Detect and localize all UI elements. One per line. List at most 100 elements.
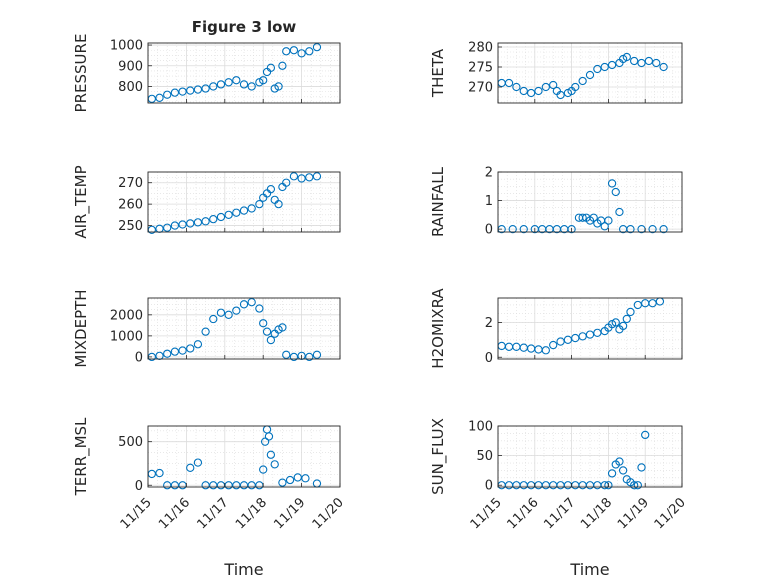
- data-point: [224, 210, 233, 220]
- data-point: [260, 437, 270, 446]
- data-point: [604, 481, 613, 490]
- x-tick-label: 11/20: [310, 495, 347, 532]
- y-tick-label: 1000: [110, 39, 143, 54]
- data-point: [216, 308, 226, 317]
- data-point: [232, 306, 241, 315]
- data-point: [626, 307, 635, 317]
- data-point: [170, 347, 180, 356]
- data-point: [312, 350, 322, 359]
- panel-rainfall: 0 1 2 RAINFALL: [429, 166, 683, 238]
- data-point: [186, 463, 195, 472]
- data-point: [193, 340, 203, 349]
- x-tick-label: 11/20: [652, 495, 689, 532]
- data-point: [201, 327, 210, 336]
- data-point: [549, 340, 558, 350]
- x-tick-label: 11/17: [195, 495, 232, 532]
- data-point: [155, 93, 164, 102]
- data-point: [541, 346, 550, 355]
- panel-mixdepth: 0 1000 2000 MIXDEPTH: [72, 289, 341, 368]
- data-point: [504, 78, 514, 88]
- data-point: [239, 300, 249, 309]
- y-tick-label: 0: [485, 223, 493, 238]
- data-point: [201, 84, 210, 93]
- x-tick-label: 11/19: [615, 495, 652, 532]
- data-point: [224, 310, 233, 319]
- data-point: [618, 321, 628, 331]
- data-point: [644, 56, 654, 66]
- x-axis-label: Time: [569, 560, 609, 579]
- data-point: [571, 82, 580, 92]
- y-tick-label: 500: [118, 435, 143, 450]
- y-tick-label: 900: [118, 59, 143, 74]
- x-tick-label: 11/17: [541, 495, 578, 532]
- data-point: [163, 223, 172, 232]
- data-point: [305, 47, 314, 56]
- data-point: [578, 213, 587, 222]
- x-tick-label: 11/18: [233, 495, 270, 532]
- data-point: [255, 304, 264, 313]
- data-point: [508, 224, 517, 234]
- y-tick-label: 280: [468, 41, 493, 56]
- data-point: [519, 86, 528, 96]
- data-point: [216, 80, 226, 89]
- data-point: [266, 63, 276, 72]
- x-tick-label: 11/19: [271, 495, 308, 532]
- figure-title: Figure 3 low: [192, 18, 297, 36]
- data-point: [289, 172, 299, 181]
- data-point: [274, 82, 283, 91]
- data-point: [297, 174, 306, 183]
- data-point: [289, 352, 299, 362]
- data-point: [607, 60, 617, 70]
- data-point: [266, 450, 276, 459]
- data-point: [193, 218, 203, 227]
- data-point: [239, 206, 249, 215]
- y-axis-label: TERR_MSL: [72, 417, 91, 496]
- data-point: [652, 58, 661, 68]
- data-point: [247, 204, 256, 213]
- x-tick-label: 11/15: [468, 495, 505, 532]
- data-point: [155, 468, 164, 478]
- data-point: [622, 52, 631, 62]
- data-point: [593, 64, 602, 74]
- y-tick-label: 260: [118, 198, 143, 213]
- data-point: [178, 87, 187, 96]
- data-point: [289, 46, 299, 55]
- data-point: [282, 178, 291, 187]
- data-point: [232, 76, 241, 85]
- axes-frame: [147, 297, 341, 360]
- data-point: [297, 49, 306, 58]
- data-point: [163, 90, 172, 99]
- data-point: [201, 217, 210, 226]
- data-point: [589, 213, 598, 222]
- data-point: [567, 224, 576, 234]
- axes-frame: [497, 42, 683, 104]
- y-axis-label: RAINFALL: [429, 166, 447, 237]
- data-point: [170, 221, 180, 230]
- data-point: [282, 47, 291, 56]
- panel-pressure: 800 900 1000 PRESSURE: [72, 34, 341, 112]
- data-point: [209, 214, 218, 224]
- data-point: [541, 82, 550, 92]
- data-point: [193, 458, 203, 467]
- axes-frame: [497, 425, 683, 488]
- data-point: [178, 220, 187, 229]
- y-axis-label: AIR_TEMP: [72, 165, 91, 238]
- data-point: [170, 88, 180, 97]
- data-point: [264, 432, 274, 441]
- axes-frame: [147, 425, 341, 488]
- panel-terr_msl: 0 500 TERR_MSL 11/15 11/16 11/17 11/18 11/19 11/…: [72, 417, 347, 579]
- data-point: [526, 88, 536, 98]
- data-point: [305, 173, 314, 182]
- data-point: [266, 184, 276, 194]
- axes-frame: [497, 171, 683, 233]
- data-point: [163, 349, 172, 358]
- data-point: [278, 478, 287, 487]
- data-point: [604, 216, 613, 225]
- y-tick-label: 2: [485, 166, 493, 181]
- data-point: [259, 319, 268, 328]
- data-point: [519, 224, 528, 234]
- y-tick-label: 0: [485, 479, 493, 494]
- x-tick-label: 11/16: [505, 495, 542, 532]
